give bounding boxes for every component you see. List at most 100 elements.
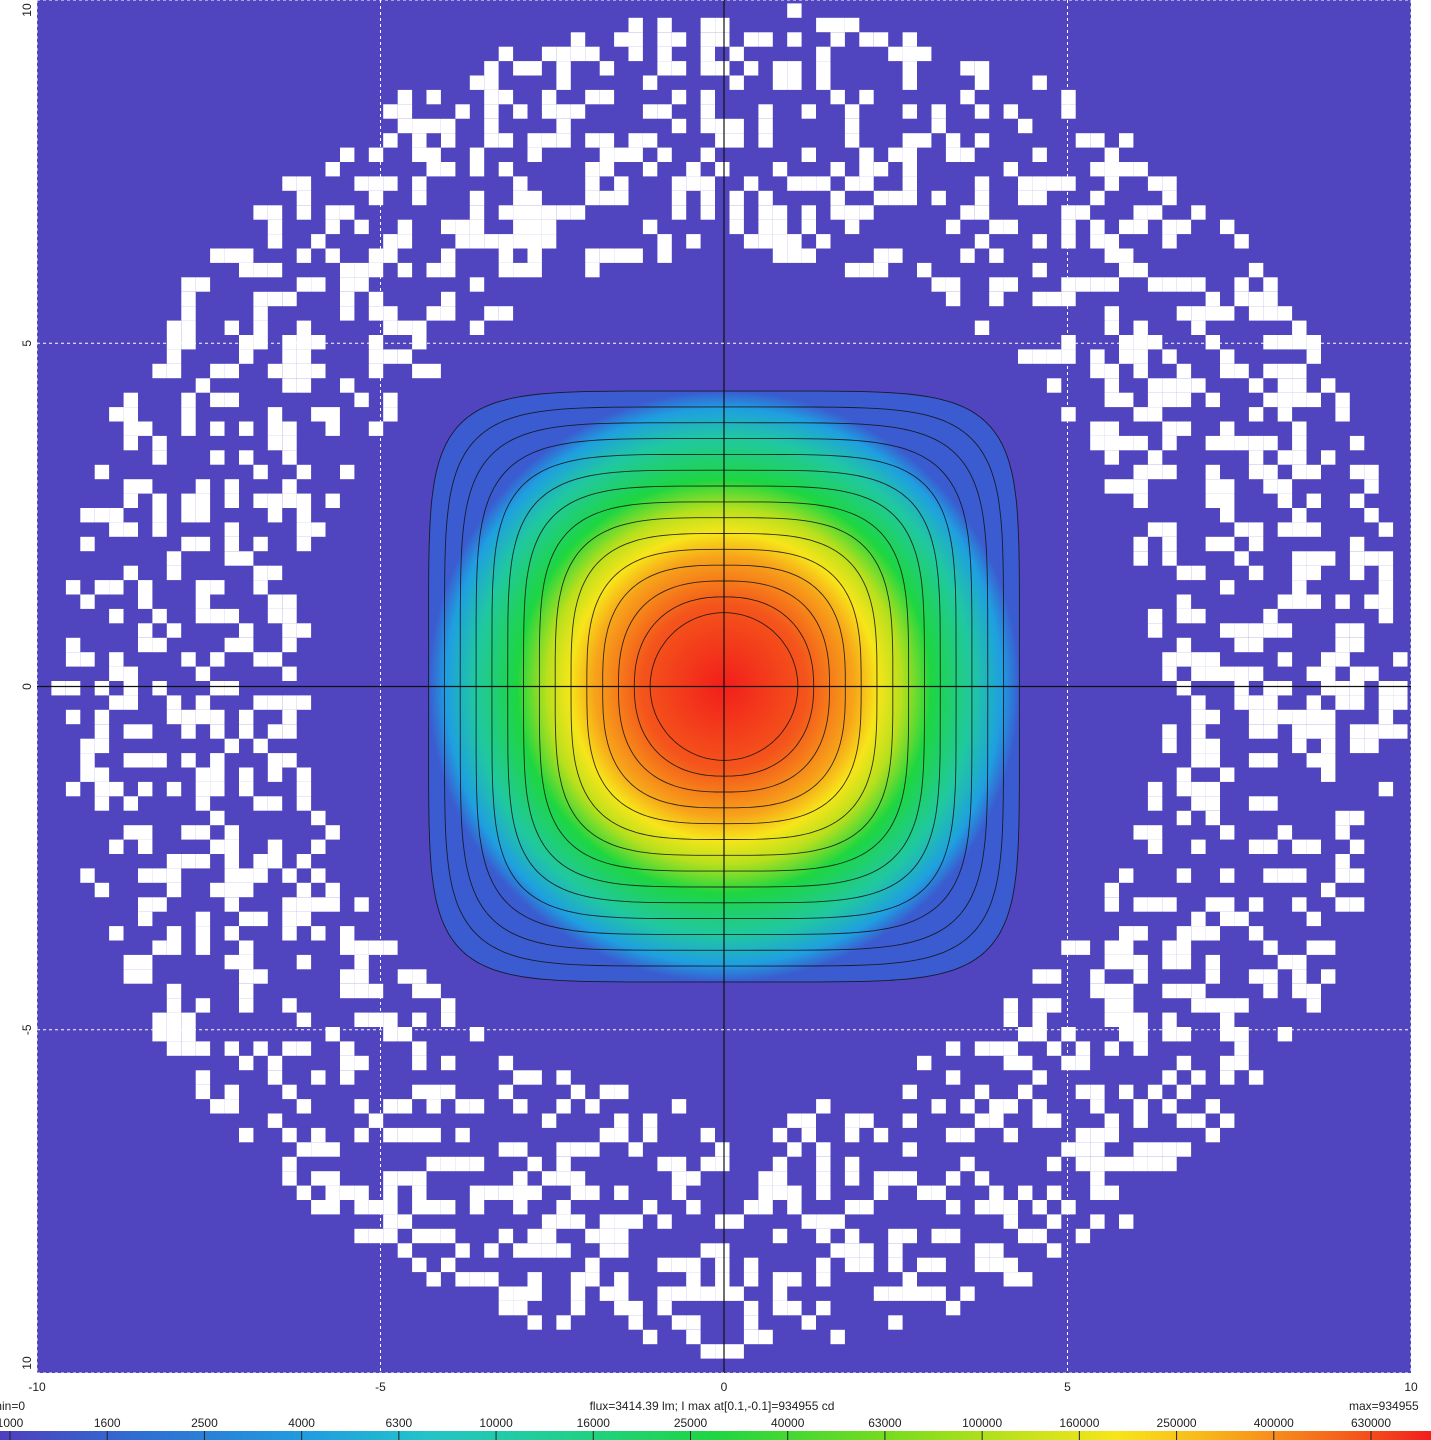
noise-pixel — [65, 652, 81, 667]
noise-pixel — [368, 1228, 384, 1244]
noise-pixel — [1176, 219, 1192, 235]
noise-pixel — [1277, 306, 1293, 321]
noise-pixel — [1147, 464, 1163, 480]
noise-pixel — [1306, 911, 1321, 927]
noise-pixel — [1176, 594, 1192, 609]
noise-pixel — [700, 1127, 715, 1143]
noise-pixel — [585, 1228, 600, 1244]
noise-pixel — [1090, 363, 1105, 379]
noise-pixel — [917, 133, 932, 148]
noise-pixel — [1090, 1185, 1105, 1200]
noise-pixel — [859, 176, 874, 191]
noise-pixel — [412, 983, 427, 999]
noise-pixel — [844, 118, 860, 134]
noise-pixel — [195, 825, 211, 840]
noise-pixel — [1335, 897, 1350, 912]
noise-pixel — [1234, 363, 1249, 379]
noise-pixel — [671, 1257, 687, 1273]
noise-pixel — [772, 162, 788, 177]
noise-pixel — [1277, 378, 1293, 393]
noise-pixel — [715, 1142, 730, 1157]
noise-pixel — [1349, 695, 1365, 710]
noise-pixel — [239, 1127, 254, 1143]
noise-pixel — [138, 839, 153, 854]
noise-pixel — [1205, 753, 1220, 768]
noise-pixel — [325, 897, 340, 912]
noise-pixel — [311, 810, 326, 826]
noise-pixel — [412, 320, 427, 335]
noise-pixel — [253, 738, 268, 754]
noise-pixel — [816, 1257, 831, 1273]
noise-pixel — [1349, 536, 1365, 552]
noise-pixel — [152, 1012, 167, 1027]
noise-pixel — [397, 1243, 413, 1258]
noise-pixel — [383, 1027, 398, 1042]
noise-pixel — [296, 522, 312, 537]
noise-pixel — [94, 724, 110, 739]
noise-pixel — [1378, 594, 1394, 609]
noise-pixel — [311, 868, 326, 883]
noise-pixel — [296, 1185, 312, 1200]
noise-pixel — [498, 1300, 514, 1316]
noise-pixel — [123, 753, 138, 768]
noise-pixel — [426, 306, 441, 321]
noise-pixel — [166, 1012, 182, 1027]
noise-pixel — [1191, 695, 1206, 710]
noise-pixel — [1292, 738, 1307, 754]
noise-pixel — [1321, 652, 1336, 667]
noise-pixel — [1248, 637, 1264, 653]
noise-pixel — [498, 1084, 514, 1100]
noise-pixel — [758, 104, 773, 119]
noise-pixel — [787, 3, 802, 18]
noise-pixel — [94, 796, 110, 811]
noise-pixel — [296, 176, 312, 191]
noise-pixel — [484, 1272, 499, 1287]
noise-pixel — [686, 176, 701, 191]
noise-pixel — [1147, 825, 1163, 840]
noise-pixel — [267, 767, 283, 782]
noise-pixel — [902, 147, 917, 162]
noise-pixel — [1032, 998, 1047, 1013]
noise-pixel — [195, 378, 211, 393]
noise-pixel — [917, 46, 932, 62]
noise-pixel — [340, 1185, 355, 1200]
noise-pixel — [455, 1272, 470, 1287]
noise-pixel — [1090, 1084, 1105, 1100]
noise-pixel — [960, 1099, 975, 1114]
noise-pixel — [1119, 248, 1134, 263]
noise-pixel — [1292, 954, 1307, 970]
noise-pixel — [1061, 349, 1076, 364]
noise-pixel — [397, 118, 413, 134]
noise-pixel — [166, 709, 182, 725]
noise-pixel — [224, 1041, 239, 1056]
noise-pixel — [1248, 969, 1264, 984]
noise-pixel — [282, 926, 297, 941]
noise-pixel — [152, 868, 167, 883]
noise-pixel — [1364, 479, 1379, 494]
noise-pixel — [195, 508, 211, 523]
noise-pixel — [1032, 262, 1047, 278]
noise-pixel — [1075, 133, 1091, 148]
noise-pixel — [1220, 666, 1235, 681]
noise-pixel — [960, 205, 975, 220]
noise-pixel — [1335, 810, 1350, 826]
noise-pixel — [109, 652, 124, 667]
noise-pixel — [628, 133, 643, 148]
noise-pixel — [513, 176, 528, 191]
noise-pixel — [989, 219, 1004, 235]
noise-pixel — [368, 335, 384, 350]
noise-pixel — [166, 926, 182, 941]
noise-pixel — [556, 1099, 571, 1114]
noise-pixel — [1162, 536, 1177, 552]
noise-pixel — [253, 262, 268, 278]
noise-pixel — [1104, 248, 1119, 263]
noise-pixel — [1234, 291, 1249, 307]
noise-pixel — [1162, 897, 1177, 912]
noise-pixel — [1032, 1228, 1047, 1244]
x-axis: -10 -5 0 5 10 — [28, 1380, 1418, 1394]
noise-pixel — [686, 1286, 701, 1301]
noise-pixel — [195, 536, 211, 552]
noise-pixel — [873, 262, 889, 278]
noise-pixel — [441, 133, 456, 148]
noise-pixel — [974, 234, 990, 249]
